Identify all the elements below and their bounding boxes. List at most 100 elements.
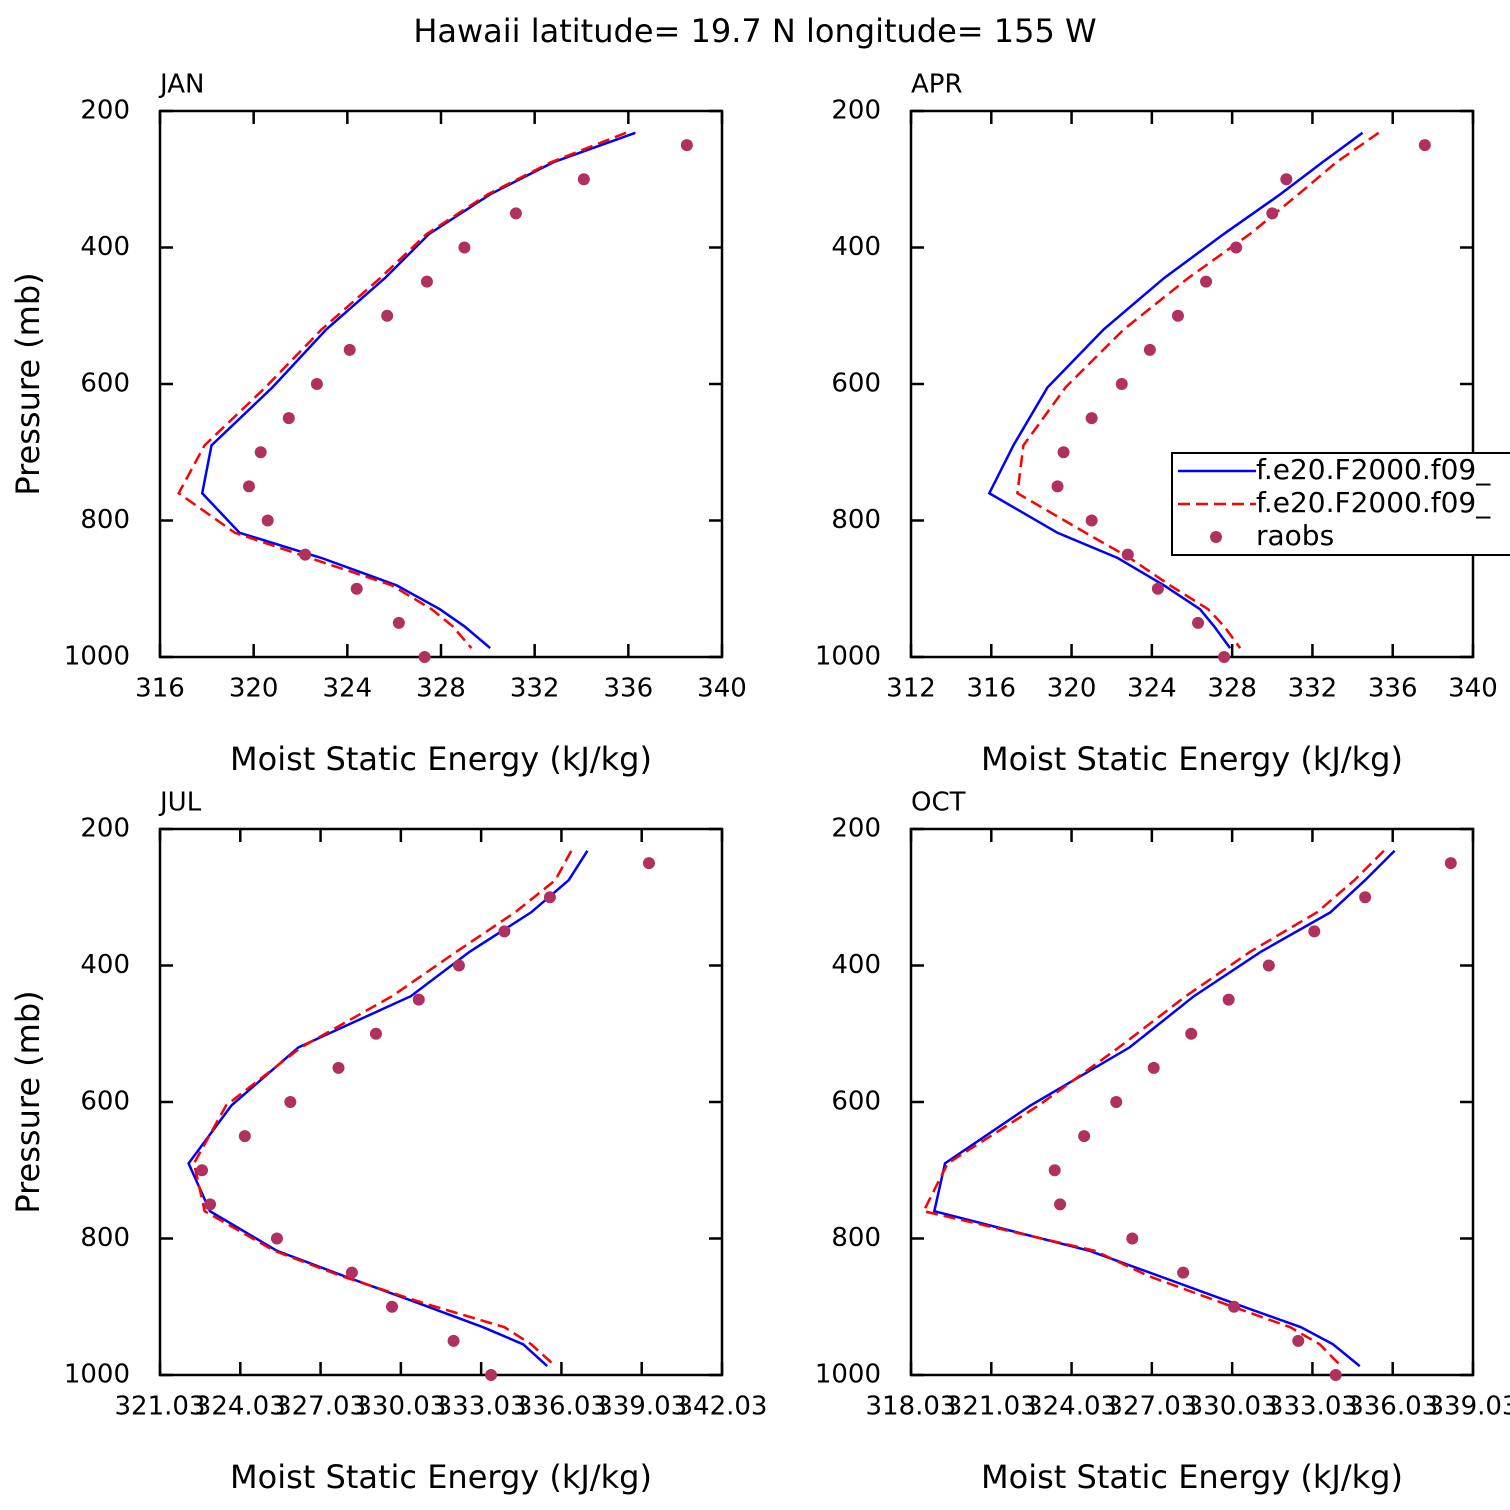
x-tick-label: 328 [1207, 674, 1257, 704]
x-tick-label: 327.03 [275, 1392, 366, 1422]
x-tick-label: 327.03 [1106, 1392, 1197, 1422]
raob-point [1262, 959, 1275, 972]
raob-point [1121, 548, 1134, 561]
x-tick-label: 324 [1127, 674, 1177, 704]
raob-point [680, 139, 693, 152]
y-axis-label: Pressure (mb) [9, 272, 47, 495]
x-tick-label: 336 [604, 674, 654, 704]
raob-point [1228, 1300, 1241, 1313]
raob-point [1115, 378, 1128, 390]
y-tick-label: 600 [831, 369, 881, 399]
model-line [987, 131, 1364, 649]
y-tick-label: 200 [831, 96, 881, 126]
raob-point [1308, 925, 1321, 938]
raob-point [1048, 1164, 1061, 1177]
raob-point [1218, 651, 1231, 663]
raob-point [543, 891, 556, 904]
x-tick-label: 330.03 [355, 1392, 446, 1422]
x-tick-label: 342.03 [677, 1392, 768, 1422]
raob-point [1192, 616, 1205, 629]
y-tick-label: 400 [80, 950, 130, 980]
raob-point [1054, 1198, 1067, 1211]
raob-point [1185, 1027, 1198, 1040]
raob-point [242, 480, 255, 493]
raob-point [284, 1096, 297, 1108]
model-line [932, 849, 1396, 1368]
raob-point [1222, 993, 1235, 1006]
raob-point [1085, 412, 1098, 425]
raob-point [1177, 1266, 1190, 1279]
raob-point [1444, 857, 1457, 870]
y-tick-label: 1000 [815, 1360, 881, 1390]
x-tick-label: 339.03 [1428, 1392, 1510, 1422]
raob-point [299, 548, 312, 561]
raob-point [369, 1027, 382, 1040]
raob-point [1359, 891, 1372, 904]
raob-point [350, 582, 363, 595]
raob-point [310, 378, 323, 390]
legend-label: f.e20.F2000.f09_ [1256, 486, 1491, 519]
raob-point [1143, 343, 1156, 356]
raob-point [386, 1300, 399, 1313]
raob-point [392, 616, 405, 629]
raob-point [204, 1198, 217, 1211]
y-tick-label: 800 [80, 1223, 130, 1253]
raob-point [1292, 1334, 1305, 1347]
x-tick-label: 324.03 [1026, 1392, 1117, 1422]
legend-label: f.e20.F2000.f09_ [1256, 453, 1491, 486]
raob-point [1078, 1130, 1091, 1143]
x-tick-label: 340 [697, 674, 747, 704]
raob-point [1085, 514, 1098, 527]
raob-point [254, 446, 267, 459]
legend-marker [1210, 531, 1222, 543]
x-tick-label: 328 [416, 674, 466, 704]
x-tick-label: 336.03 [516, 1392, 607, 1422]
raob-point [1230, 241, 1243, 254]
panel-title: JAN [158, 70, 204, 100]
raob-point [420, 275, 433, 288]
raob-point [345, 1266, 358, 1279]
raob-point [282, 412, 295, 425]
raob-point [261, 514, 274, 527]
model-line [1016, 131, 1380, 649]
x-tick-label: 312 [886, 674, 936, 704]
raob-point [196, 1164, 209, 1177]
raob-point [1200, 275, 1213, 288]
raob-point [412, 993, 425, 1006]
raob-point [458, 241, 471, 254]
y-tick-label: 800 [80, 505, 130, 535]
raob-point [1110, 1096, 1123, 1108]
legend-label: raobs [1256, 519, 1334, 552]
y-tick-label: 600 [831, 1087, 881, 1117]
y-tick-label: 400 [80, 232, 130, 262]
y-tick-label: 400 [831, 232, 881, 262]
x-axis-label: Moist Static Energy (kJ/kg) [230, 740, 652, 778]
raob-point [418, 651, 431, 663]
y-tick-label: 200 [80, 96, 130, 126]
model-line [192, 850, 573, 1368]
x-tick-label: 333.03 [436, 1392, 527, 1422]
y-tick-label: 1000 [64, 642, 130, 672]
x-axis-label: Moist Static Energy (kJ/kg) [981, 1458, 1403, 1496]
raob-point [577, 173, 590, 186]
model-line [200, 131, 636, 650]
raob-point [332, 1061, 345, 1074]
panel-title: APR [911, 70, 963, 100]
x-tick-label: 318.03 [866, 1392, 957, 1422]
raob-point [343, 343, 356, 356]
x-tick-label: 320 [229, 674, 279, 704]
y-tick-label: 600 [80, 369, 130, 399]
panel-title: JUL [158, 788, 202, 818]
raob-point [1057, 446, 1070, 459]
raob-point [1171, 309, 1184, 322]
raob-point [381, 309, 394, 322]
x-axis-label: Moist Static Energy (kJ/kg) [981, 740, 1403, 778]
raob-point [1266, 207, 1279, 220]
raob-point [452, 959, 465, 972]
raob-point [270, 1232, 283, 1245]
y-tick-label: 800 [831, 505, 881, 535]
model-line [921, 849, 1385, 1367]
x-tick-label: 324.03 [195, 1392, 286, 1422]
x-tick-label: 316 [135, 674, 185, 704]
